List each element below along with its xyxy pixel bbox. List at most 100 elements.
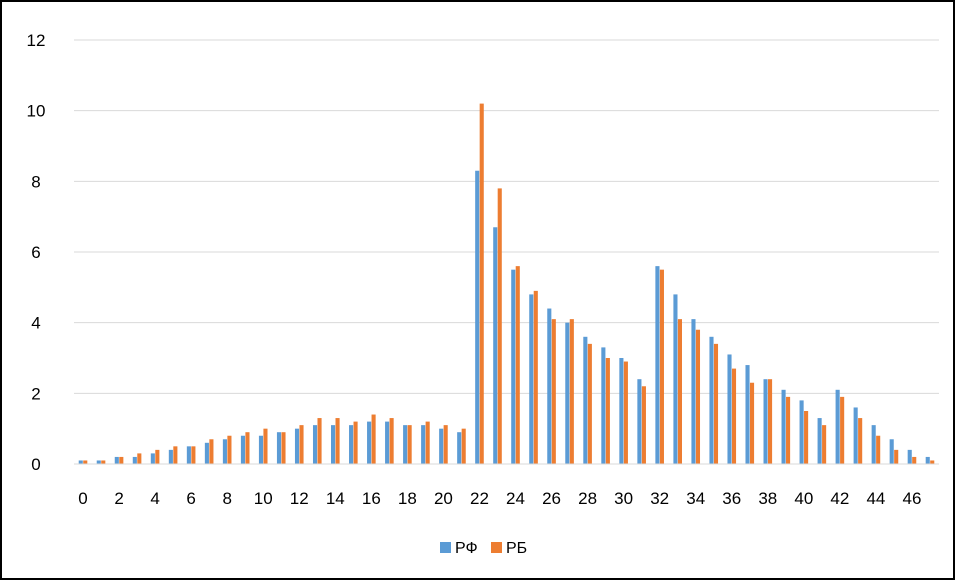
x-tick-label: 12 bbox=[290, 489, 309, 508]
bar-series-1-x-30 bbox=[619, 358, 624, 464]
x-tick-label: 14 bbox=[326, 489, 345, 508]
bar-series-2-x-45 bbox=[894, 449, 899, 464]
x-tick-label: 42 bbox=[830, 489, 849, 508]
bar-series-2-x-10 bbox=[263, 428, 268, 464]
bar-series-2-x-19 bbox=[425, 421, 430, 464]
x-tick-label: 22 bbox=[470, 489, 489, 508]
bar-series-1-x-2 bbox=[114, 456, 119, 464]
bar-series-2-x-5 bbox=[173, 446, 178, 464]
bar-series-1-x-26 bbox=[547, 308, 552, 464]
bar-series-2-x-39 bbox=[786, 396, 791, 464]
y-tick-label: 12 bbox=[27, 31, 46, 50]
x-tick-label: 16 bbox=[362, 489, 381, 508]
bar-series-2-x-15 bbox=[353, 421, 358, 464]
x-tick-label: 30 bbox=[614, 489, 633, 508]
x-tick-label: 28 bbox=[578, 489, 597, 508]
bar-series-1-x-47 bbox=[925, 456, 930, 464]
x-tick-label: 36 bbox=[722, 489, 741, 508]
y-tick-label: 0 bbox=[31, 455, 40, 474]
bar-series-2-x-17 bbox=[389, 418, 394, 464]
bar-series-1-x-1 bbox=[96, 460, 101, 464]
bar-series-2-x-27 bbox=[569, 319, 574, 464]
bar-series-2-x-2 bbox=[119, 456, 124, 464]
bar-series-2-x-32 bbox=[659, 269, 664, 464]
bar-series-1-x-32 bbox=[655, 266, 660, 464]
x-tick-label: 4 bbox=[150, 489, 159, 508]
bar-series-2-x-43 bbox=[858, 418, 863, 464]
bar-series-2-x-25 bbox=[533, 290, 538, 464]
bar-series-1-x-24 bbox=[511, 269, 516, 464]
bar-series-1-x-43 bbox=[853, 407, 858, 464]
x-tick-label: 18 bbox=[398, 489, 417, 508]
bar-series-1-x-40 bbox=[799, 400, 804, 464]
bar-series-1-x-38 bbox=[763, 379, 768, 464]
bar-series-2-x-3 bbox=[137, 453, 142, 464]
x-tick-label: 10 bbox=[254, 489, 273, 508]
bar-series-2-x-42 bbox=[840, 396, 845, 464]
bar-series-2-x-11 bbox=[281, 432, 286, 464]
bar-series-2-x-9 bbox=[245, 432, 250, 464]
bar-series-1-x-44 bbox=[871, 425, 876, 464]
legend-swatch bbox=[491, 542, 502, 553]
bar-series-1-x-17 bbox=[385, 421, 390, 464]
x-tick-label: 40 bbox=[794, 489, 813, 508]
bar-series-1-x-16 bbox=[367, 421, 372, 464]
x-tick-label: 38 bbox=[758, 489, 777, 508]
y-tick-label: 10 bbox=[27, 102, 46, 121]
bar-series-1-x-21 bbox=[457, 432, 462, 464]
bar-series-2-x-28 bbox=[587, 343, 592, 464]
bar-series-1-x-23 bbox=[493, 227, 498, 464]
bar-series-1-x-8 bbox=[222, 439, 227, 464]
bar-series-2-x-46 bbox=[912, 456, 917, 464]
bar-series-1-x-14 bbox=[331, 425, 336, 464]
bar-series-1-x-3 bbox=[132, 456, 137, 464]
bar-series-2-x-21 bbox=[461, 428, 466, 464]
bar-series-1-x-12 bbox=[294, 428, 300, 464]
bar-series-2-x-20 bbox=[443, 425, 448, 464]
bar-series-1-x-7 bbox=[204, 442, 209, 464]
bar-series-1-x-13 bbox=[312, 425, 318, 464]
bar-series-1-x-11 bbox=[276, 432, 282, 464]
legend-label: РФ bbox=[455, 540, 478, 557]
legend-label: РБ bbox=[506, 540, 527, 557]
x-tick-label: 46 bbox=[903, 489, 922, 508]
bar-series-1-x-19 bbox=[421, 425, 426, 464]
bar-series-1-x-34 bbox=[691, 319, 696, 464]
x-tick-label: 8 bbox=[222, 489, 231, 508]
y-tick-label: 8 bbox=[31, 172, 40, 191]
bar-series-1-x-4 bbox=[150, 453, 155, 464]
bar-series-2-x-8 bbox=[227, 435, 232, 464]
bar-series-2-x-47 bbox=[930, 460, 935, 464]
bar-series-1-x-36 bbox=[727, 354, 732, 464]
x-tick-label: 32 bbox=[650, 489, 669, 508]
bar-series-1-x-5 bbox=[168, 449, 173, 464]
bar-series-1-x-15 bbox=[349, 425, 354, 464]
y-tick-label: 2 bbox=[31, 384, 40, 403]
x-tick-label: 20 bbox=[434, 489, 453, 508]
bar-series-2-x-18 bbox=[407, 425, 412, 464]
bar-series-2-x-37 bbox=[749, 382, 755, 464]
bar-series-1-x-18 bbox=[403, 425, 408, 464]
bar-series-1-x-27 bbox=[565, 322, 570, 464]
bar-series-2-x-23 bbox=[497, 188, 502, 464]
bar-series-2-x-29 bbox=[605, 358, 610, 464]
bar-series-2-x-44 bbox=[876, 435, 881, 464]
bar-series-2-x-12 bbox=[299, 425, 304, 464]
legend: РФ РБ bbox=[440, 540, 527, 557]
bar-series-1-x-20 bbox=[439, 428, 444, 464]
bar-series-2-x-26 bbox=[551, 319, 556, 464]
bar-series-1-x-0 bbox=[78, 460, 83, 464]
bar-series-1-x-9 bbox=[240, 435, 245, 464]
bar-series-1-x-10 bbox=[258, 435, 264, 464]
bar-series-1-x-25 bbox=[529, 294, 534, 464]
gridlines bbox=[74, 39, 939, 394]
bar-series-2-x-16 bbox=[371, 414, 376, 464]
y-axis-ticks: 0 2 4 6 8 10 12 bbox=[27, 31, 46, 474]
bar-series-2-x-1 bbox=[101, 460, 106, 464]
bar-series-2-x-40 bbox=[804, 411, 809, 464]
y-tick-label: 6 bbox=[31, 243, 40, 262]
bar-series-1-x-46 bbox=[907, 449, 912, 464]
bar-series-1-x-42 bbox=[835, 389, 840, 464]
bar-series-1-x-29 bbox=[601, 347, 606, 464]
